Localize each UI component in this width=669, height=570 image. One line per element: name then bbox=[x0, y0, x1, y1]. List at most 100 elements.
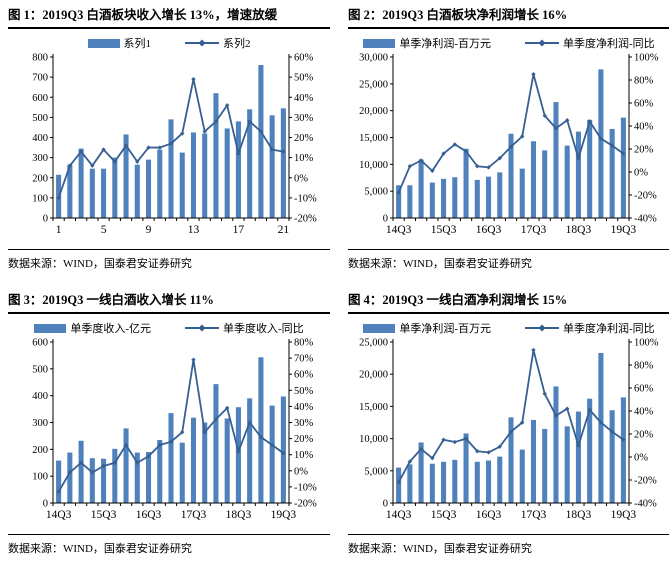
svg-text:10,000: 10,000 bbox=[359, 160, 388, 171]
svg-text:9: 9 bbox=[146, 224, 152, 236]
svg-text:-20%: -20% bbox=[294, 499, 317, 510]
svg-text:15Q3: 15Q3 bbox=[91, 509, 117, 521]
divider bbox=[348, 249, 669, 250]
svg-text:-40%: -40% bbox=[634, 214, 657, 225]
combo-chart: 0 100 200 300 400 500 600 -20% -10% 0% 10% 20% 30% 40… bbox=[32, 338, 317, 522]
svg-text:16Q3: 16Q3 bbox=[476, 224, 502, 236]
legend-label: 单季度收入-同比 bbox=[223, 323, 304, 335]
svg-text:30,000: 30,000 bbox=[359, 53, 388, 64]
figure-title: 图 4：2019Q3 一线白酒净利润增长 15% bbox=[348, 291, 669, 314]
legend-item-line-series: 单季度收入-同比 bbox=[185, 320, 304, 336]
svg-text:400: 400 bbox=[32, 133, 48, 144]
legend-label: 单季净利润-百万元 bbox=[399, 38, 491, 50]
svg-text:80%: 80% bbox=[294, 338, 314, 349]
svg-text:60%: 60% bbox=[634, 99, 654, 110]
chart-legend: 单季度收入-亿元 单季度收入-同比 bbox=[8, 321, 330, 335]
svg-text:1: 1 bbox=[56, 224, 62, 236]
svg-text:0%: 0% bbox=[294, 466, 308, 477]
svg-text:50%: 50% bbox=[294, 386, 314, 397]
svg-text:50%: 50% bbox=[294, 73, 314, 84]
source-note: 数据来源：WIND，国泰君安证券研究 bbox=[348, 543, 532, 555]
svg-text:80%: 80% bbox=[634, 361, 654, 372]
svg-text:400: 400 bbox=[32, 391, 48, 402]
svg-text:17Q3: 17Q3 bbox=[521, 224, 547, 236]
chart-legend: 单季净利润-百万元 单季度净利润-同比 bbox=[348, 321, 669, 335]
svg-text:10%: 10% bbox=[294, 450, 314, 461]
svg-text:0: 0 bbox=[383, 499, 388, 510]
svg-text:500: 500 bbox=[32, 364, 48, 375]
legend-label: 单季度收入-亿元 bbox=[70, 323, 151, 335]
legend-label: 单季净利润-百万元 bbox=[399, 323, 491, 335]
svg-text:14Q3: 14Q3 bbox=[46, 509, 72, 521]
line-series-swatch bbox=[185, 39, 219, 47]
svg-text:300: 300 bbox=[32, 153, 48, 164]
svg-text:20%: 20% bbox=[634, 145, 654, 156]
figure-3-panel: 图 3：2019Q3 一线白酒收入增长 11% 单季度收入-亿元 单季度收入-同… bbox=[8, 291, 330, 570]
svg-text:16Q3: 16Q3 bbox=[476, 509, 502, 521]
line-series-swatch bbox=[525, 39, 559, 47]
svg-text:40%: 40% bbox=[634, 122, 654, 133]
svg-text:18Q3: 18Q3 bbox=[226, 509, 252, 521]
svg-text:14Q3: 14Q3 bbox=[386, 509, 412, 521]
source-note: 数据来源：WIND，国泰君安证券研究 bbox=[8, 258, 192, 270]
svg-text:14Q3: 14Q3 bbox=[386, 224, 412, 236]
line-series-swatch bbox=[185, 324, 219, 332]
svg-text:10%: 10% bbox=[294, 153, 314, 164]
line-marker-icon bbox=[538, 324, 546, 332]
svg-text:19Q3: 19Q3 bbox=[271, 509, 297, 521]
bar-series-swatch bbox=[363, 38, 396, 48]
svg-text:200: 200 bbox=[32, 445, 48, 456]
svg-text:20%: 20% bbox=[634, 430, 654, 441]
figure-title: 图 1：2019Q3 白酒板块收入增长 13%，增速放缓 bbox=[8, 6, 330, 29]
divider bbox=[348, 534, 669, 535]
chart-legend: 单季净利润-百万元 单季度净利润-同比 bbox=[348, 36, 669, 50]
svg-text:20,000: 20,000 bbox=[359, 370, 388, 381]
source-note: 数据来源：WIND，国泰君安证券研究 bbox=[348, 258, 532, 270]
figure-title: 图 2：2019Q3 白酒板块净利润增长 16% bbox=[348, 6, 669, 29]
svg-text:100: 100 bbox=[32, 193, 48, 204]
combo-chart: 0 5,000 10,000 15,000 20,000 25,000 -40% -20% 0%… bbox=[359, 338, 659, 522]
line-marker-icon bbox=[198, 324, 206, 332]
legend-item-line-series: 单季度净利润-同比 bbox=[525, 320, 655, 336]
legend-item-bar-series: 单季度收入-亿元 bbox=[34, 320, 151, 336]
svg-text:0%: 0% bbox=[634, 168, 648, 179]
svg-text:5,000: 5,000 bbox=[364, 187, 388, 198]
svg-text:15Q3: 15Q3 bbox=[431, 224, 457, 236]
svg-text:-40%: -40% bbox=[634, 499, 657, 510]
svg-text:19Q3: 19Q3 bbox=[611, 224, 637, 236]
combo-chart: 0 100 200 300 400 500 600 700 800 -20% -10% 0% 10% 20… bbox=[32, 53, 317, 237]
svg-text:0%: 0% bbox=[294, 173, 308, 184]
divider bbox=[8, 249, 330, 250]
svg-text:17Q3: 17Q3 bbox=[181, 509, 207, 521]
svg-text:20,000: 20,000 bbox=[359, 106, 388, 117]
svg-text:30%: 30% bbox=[294, 418, 314, 429]
line-marker-icon bbox=[538, 39, 546, 47]
svg-text:17: 17 bbox=[233, 224, 245, 236]
figure-1-panel: 图 1：2019Q3 白酒板块收入增长 13%，增速放缓 系列1 系列2 0 10… bbox=[8, 6, 330, 285]
svg-text:500: 500 bbox=[32, 113, 48, 124]
svg-text:70%: 70% bbox=[294, 354, 314, 365]
legend-item-line-series: 系列2 bbox=[185, 35, 251, 51]
legend-label: 单季度净利润-同比 bbox=[563, 323, 655, 335]
svg-text:25,000: 25,000 bbox=[359, 338, 388, 349]
svg-text:10,000: 10,000 bbox=[359, 434, 388, 445]
svg-text:0%: 0% bbox=[634, 453, 648, 464]
source-note: 数据来源：WIND，国泰君安证券研究 bbox=[8, 543, 192, 555]
svg-text:5,000: 5,000 bbox=[364, 466, 388, 477]
svg-text:30%: 30% bbox=[294, 113, 314, 124]
figure-4-panel: 图 4：2019Q3 一线白酒净利润增长 15% 单季净利润-百万元 单季度净利… bbox=[348, 291, 669, 570]
figure-2-panel: 图 2：2019Q3 白酒板块净利润增长 16% 单季净利润-百万元 单季度净利… bbox=[348, 6, 669, 285]
svg-text:40%: 40% bbox=[294, 402, 314, 413]
svg-text:-10%: -10% bbox=[294, 193, 317, 204]
svg-text:20%: 20% bbox=[294, 133, 314, 144]
svg-text:-20%: -20% bbox=[634, 476, 657, 487]
svg-text:0: 0 bbox=[383, 214, 388, 225]
line-series-swatch bbox=[525, 324, 559, 332]
svg-text:100%: 100% bbox=[634, 338, 659, 349]
bar-series-swatch bbox=[34, 323, 67, 333]
svg-text:40%: 40% bbox=[634, 407, 654, 418]
svg-text:800: 800 bbox=[32, 53, 48, 64]
legend-item-bar-series: 单季净利润-百万元 bbox=[363, 35, 491, 51]
svg-text:18Q3: 18Q3 bbox=[566, 224, 592, 236]
svg-text:700: 700 bbox=[32, 73, 48, 84]
